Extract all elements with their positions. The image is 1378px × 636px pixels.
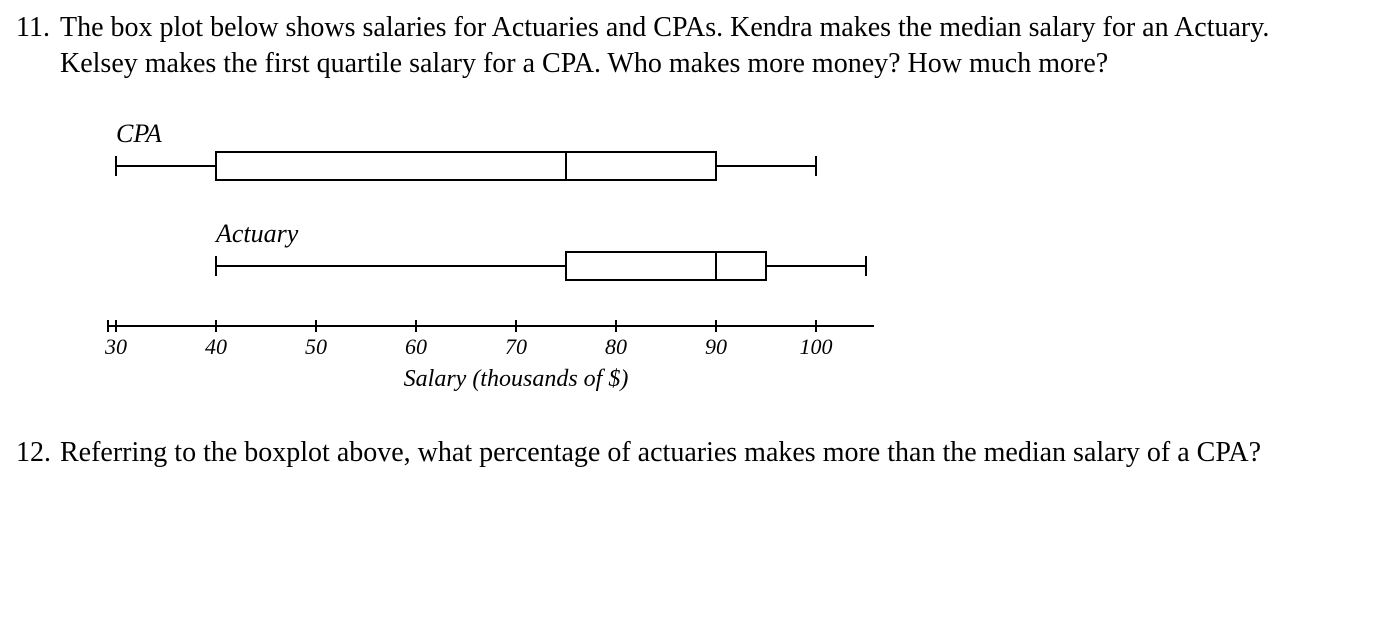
svg-text:40: 40 xyxy=(205,334,227,359)
boxplot-chart: CPA Actuary 30 40 50 60 70 80 90 100 Salary (thous… xyxy=(96,111,886,401)
page: 11. The box plot below shows salaries fo… xyxy=(0,0,1378,636)
svg-text:60: 60 xyxy=(405,334,427,359)
svg-text:Salary (thousands of $): Salary (thousands of $) xyxy=(404,366,629,392)
question-number: 12. xyxy=(16,435,60,471)
svg-text:Actuary: Actuary xyxy=(214,219,299,248)
svg-text:30: 30 xyxy=(104,334,127,359)
svg-text:50: 50 xyxy=(305,334,327,359)
svg-text:90: 90 xyxy=(705,334,727,359)
svg-text:80: 80 xyxy=(605,334,627,359)
question-text: The box plot below shows salaries for Ac… xyxy=(60,10,1348,83)
svg-text:CPA: CPA xyxy=(116,119,162,148)
svg-text:70: 70 xyxy=(505,334,527,359)
question-text: Referring to the boxplot above, what per… xyxy=(60,435,1348,471)
question-12: 12. Referring to the boxplot above, what… xyxy=(16,435,1348,471)
svg-text:100: 100 xyxy=(800,334,833,359)
question-number: 11. xyxy=(16,10,60,83)
question-11: 11. The box plot below shows salaries fo… xyxy=(16,10,1348,83)
